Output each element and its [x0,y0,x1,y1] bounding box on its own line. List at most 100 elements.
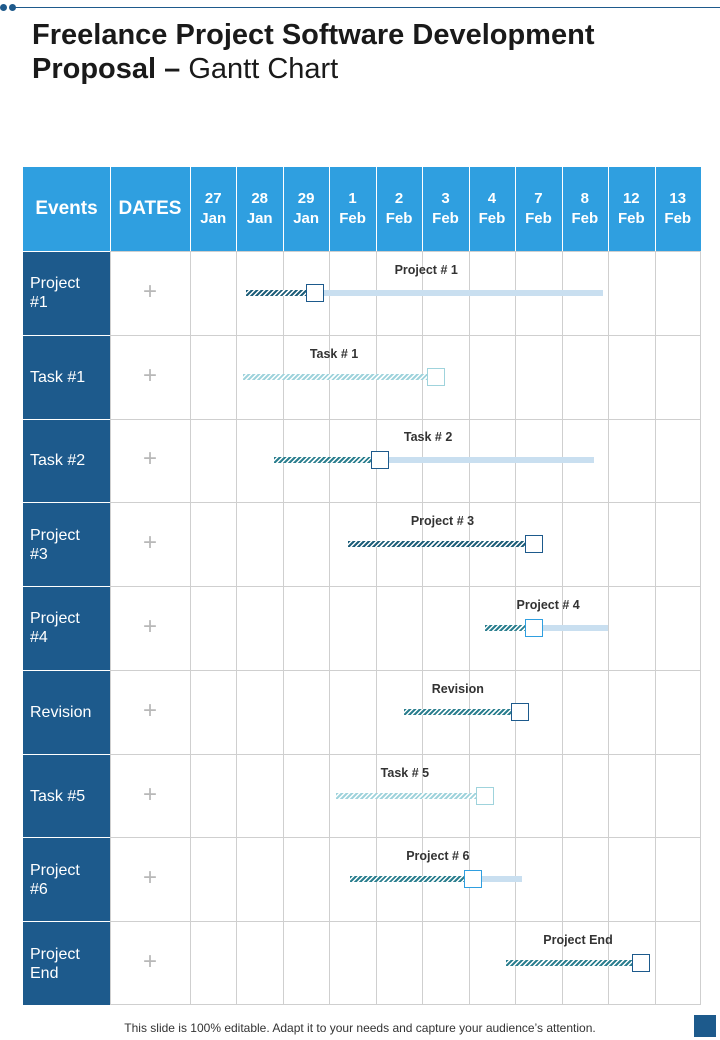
grid-line-v [110,251,111,1005]
grid-line-h [110,502,701,504]
event-label: Task #5 [30,787,86,805]
bar-marker[interactable] [631,954,650,973]
title-sub: Gantt Chart [188,53,339,85]
header-separator [468,167,470,251]
header-separator [190,167,191,251]
event-cell-5: Revision [23,670,110,754]
bar-progress [350,876,474,883]
header-date-7: 7 Feb [515,167,562,251]
event-label: Project #4 [30,610,80,647]
header-date-8: 8 Feb [561,167,609,251]
header-separator [282,167,284,251]
bar-marker[interactable] [464,870,483,889]
header-date-3: 1 Feb [329,167,376,251]
event-cell-6: Task #5 [23,754,110,838]
grid-line-h [110,334,701,336]
bar-progress [243,373,437,380]
add-date-button[interactable]: + [142,361,157,389]
bar-progress [484,625,534,631]
grid-line-h [110,418,701,420]
add-date-button[interactable]: + [142,696,157,724]
header-separator [422,167,424,251]
grid-line-v [422,251,424,1005]
top-divider-line [10,7,720,8]
add-date-button[interactable]: + [142,780,157,808]
grid-line-h [110,1004,701,1005]
header-date-9: 12 Feb [608,167,655,251]
bar-track [473,876,523,883]
decor-dot [9,4,16,11]
bar-marker[interactable] [427,367,446,386]
bar-label: Project # 6 [406,849,470,864]
add-date-button[interactable]: + [142,529,157,557]
header-date-2: 29 Jan [282,167,330,251]
event-cell-3: Project #3 [23,503,110,587]
header-date-0: 27 Jan [190,167,237,251]
bar-label: Project # 3 [410,514,475,529]
bar-label: Task # 1 [309,346,359,361]
title-main: Freelance Project Software Development P… [32,19,595,85]
grid-line-v [282,251,284,1005]
event-cell-4: Project #4 [23,587,110,670]
gantt-chart: Events DATES 27 Jan 28 Jan 29 Jan 1 Feb 2 Fe… [23,167,702,1005]
grid-line-v [608,251,610,1005]
event-label: Task #2 [30,452,86,470]
bar-marker[interactable] [510,702,529,721]
event-label: Project #1 [30,275,80,312]
bar-marker[interactable] [475,786,494,805]
header-date-1: 28 Jan [236,167,283,251]
event-cell-2: Task #2 [23,419,110,503]
bar-label: Project End [543,933,613,948]
grid-line-h [110,251,701,252]
bar-label: Task # 5 [380,765,430,780]
grid-line-h [110,837,701,839]
add-date-button[interactable]: + [142,864,157,892]
bar-marker[interactable] [524,619,543,637]
header-date-5: 3 Feb [422,167,469,251]
bar-track [533,625,609,631]
bar-progress [273,457,381,464]
event-label: Project #3 [30,526,80,563]
header-separator [110,167,111,251]
event-cell-7: Project #6 [23,838,110,922]
grid-line-v [468,251,470,1005]
footer-square [694,1015,716,1037]
event-cell-0: Project #1 [23,252,110,335]
decor-dot [0,4,7,11]
bar-marker[interactable] [371,451,390,470]
page-title: Freelance Project Software Development P… [32,18,692,86]
header-events: Events [23,167,110,251]
grid-line-v [654,251,656,1005]
event-label: Project #6 [30,861,80,898]
header-date-10: 13 Feb [654,167,701,251]
bar-progress [336,792,485,799]
header-separator [236,167,238,251]
header-separator [515,167,517,251]
grid-line-v [375,251,377,1005]
add-date-button[interactable]: + [142,613,157,640]
event-label: Revision [30,703,92,721]
add-date-button[interactable]: + [142,277,157,305]
bar-label: Project # 4 [516,598,580,612]
bar-label: Project # 1 [394,262,458,277]
header-date-6: 4 Feb [468,167,516,251]
bar-marker[interactable] [524,535,543,554]
bar-progress [403,708,520,715]
header-separator [654,167,656,251]
bar-track [315,289,604,296]
bar-progress [347,541,534,548]
event-label: Project End [30,945,80,982]
header-separator [701,167,702,251]
event-label: Task #1 [30,368,86,386]
bar-marker[interactable] [306,283,325,302]
add-date-button[interactable]: + [142,445,157,473]
header-separator [329,167,331,251]
header-dates: DATES [110,167,190,251]
bar-track [380,457,595,464]
header-separator [375,167,377,251]
header-date-4: 2 Feb [375,167,423,251]
header-separator [561,167,563,251]
add-date-button[interactable]: + [142,948,157,976]
grid-line-h [110,586,701,588]
grid-line-h [110,921,701,923]
